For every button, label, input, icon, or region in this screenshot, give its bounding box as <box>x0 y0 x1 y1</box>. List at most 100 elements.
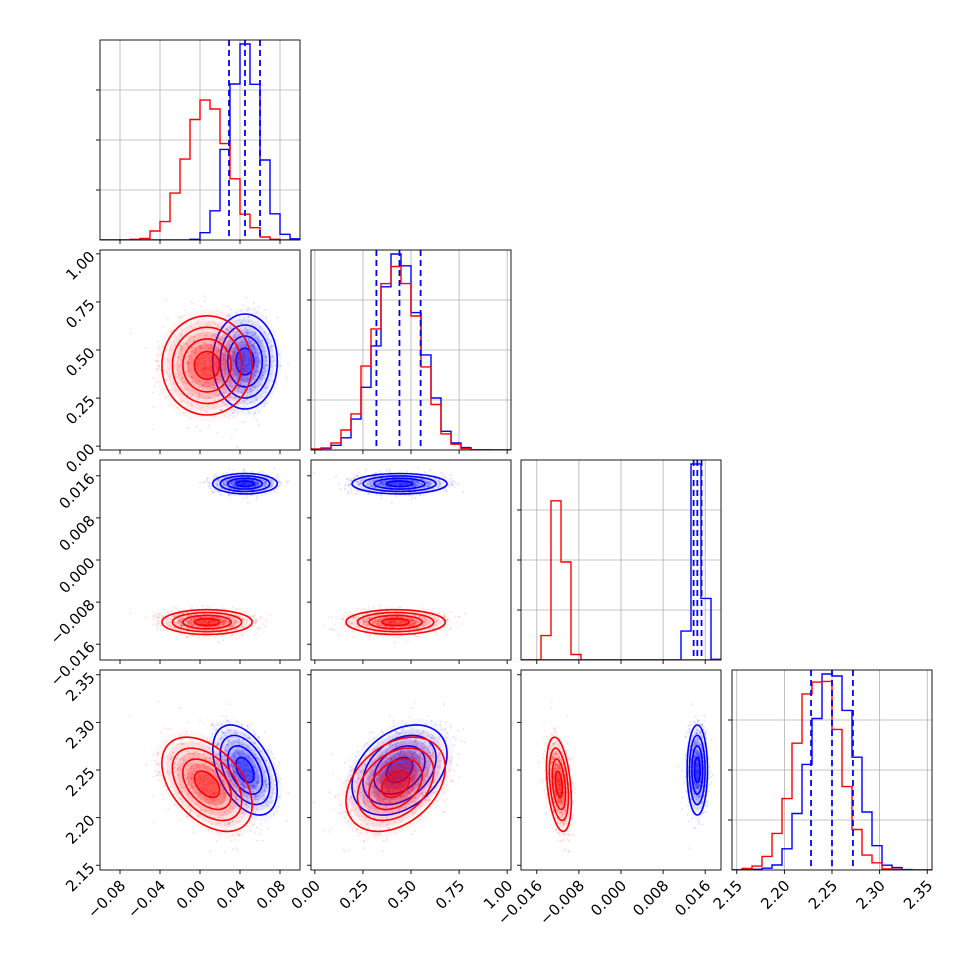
scatter-point <box>256 366 259 369</box>
scatter-point <box>201 394 204 397</box>
scatter-point <box>253 373 256 376</box>
scatter-point <box>228 493 231 496</box>
scatter-point <box>211 345 214 348</box>
scatter-point <box>287 362 290 365</box>
scatter-point <box>228 494 230 497</box>
scatter-point <box>170 349 173 352</box>
scatter-point <box>234 397 237 400</box>
scatter-point <box>267 379 270 382</box>
scatter-point <box>233 357 236 359</box>
scatter-point <box>256 360 259 363</box>
scatter-point <box>230 396 233 399</box>
scatter-point <box>203 410 206 412</box>
scatter-point <box>213 625 216 628</box>
scatter-point <box>237 622 239 625</box>
scatter-point <box>234 396 237 399</box>
scatter-point <box>189 347 192 350</box>
scatter-point <box>188 375 191 378</box>
scatter-point <box>246 328 249 331</box>
scatter-point <box>215 361 218 364</box>
scatter-point <box>185 635 188 638</box>
scatter-point <box>187 615 189 618</box>
density-fill <box>176 613 238 631</box>
scatter-point <box>243 380 246 383</box>
scatter-point <box>255 368 258 371</box>
scatter-point <box>227 620 230 623</box>
scatter-point <box>224 367 227 370</box>
scatter-point <box>222 481 225 483</box>
scatter-point <box>189 325 192 328</box>
scatter-point <box>166 616 169 619</box>
scatter-point <box>200 406 203 409</box>
scatter-point <box>230 624 233 627</box>
scatter-point <box>189 619 192 622</box>
scatter-point <box>260 396 263 399</box>
scatter-point <box>225 484 228 487</box>
scatter-point <box>224 351 227 354</box>
scatter-point <box>402 482 405 485</box>
scatter-point <box>244 326 247 329</box>
density-fill <box>187 343 227 388</box>
scatter-point <box>256 369 259 372</box>
scatter-point <box>203 366 206 369</box>
scatter-point <box>267 338 270 341</box>
scatter-point <box>246 403 249 406</box>
scatter-point <box>217 343 220 345</box>
scatter-point <box>271 485 274 488</box>
scatter-point <box>219 339 222 342</box>
scatter-point <box>426 483 429 485</box>
scatter-point <box>241 626 244 629</box>
scatter-point <box>411 494 413 497</box>
scatter-point <box>203 374 206 376</box>
scatter-point <box>224 480 227 482</box>
scatter-point <box>212 406 214 409</box>
scatter-point <box>228 381 231 384</box>
scatter-point <box>227 399 230 402</box>
scatter-point <box>211 350 214 352</box>
scatter-point <box>254 484 257 487</box>
scatter-point <box>202 353 205 356</box>
contour-line <box>235 480 255 488</box>
scatter-point <box>172 328 175 331</box>
scatter-point <box>234 619 237 622</box>
scatter-point <box>212 382 214 385</box>
scatter-point <box>204 373 206 376</box>
scatter-point <box>255 483 258 486</box>
scatter-point <box>217 365 220 368</box>
scatter-point <box>243 375 246 378</box>
scatter-point <box>211 363 214 366</box>
scatter-point <box>265 356 268 359</box>
scatter-point <box>223 341 226 344</box>
scatter-point <box>263 481 266 484</box>
scatter-point <box>246 371 249 373</box>
scatter-point <box>265 481 268 483</box>
scatter-point <box>420 483 423 485</box>
scatter-point <box>199 347 202 349</box>
scatter-point <box>194 617 197 620</box>
scatter-point <box>156 354 159 357</box>
scatter-point <box>243 352 246 355</box>
scatter-point <box>165 623 168 625</box>
scatter-point <box>235 621 237 624</box>
scatter-point <box>239 337 242 340</box>
scatter-point <box>180 620 183 623</box>
scatter-point <box>226 371 229 374</box>
scatter-point <box>270 485 272 488</box>
scatter-point <box>232 357 235 360</box>
scatter-point <box>175 365 178 368</box>
scatter-point <box>236 341 239 344</box>
scatter-point <box>197 333 200 336</box>
scatter-point <box>265 619 268 622</box>
scatter-point <box>175 362 178 365</box>
scatter-point <box>204 339 206 342</box>
scatter-point <box>254 482 257 484</box>
scatter-point <box>279 364 282 367</box>
scatter-point <box>210 626 213 629</box>
scatter-point <box>207 339 210 342</box>
scatter-point <box>217 491 220 494</box>
scatter-point <box>245 379 248 381</box>
scatter-point <box>203 369 206 372</box>
scatter-point <box>238 315 241 318</box>
scatter-point <box>237 360 240 363</box>
scatter-point <box>225 361 228 364</box>
